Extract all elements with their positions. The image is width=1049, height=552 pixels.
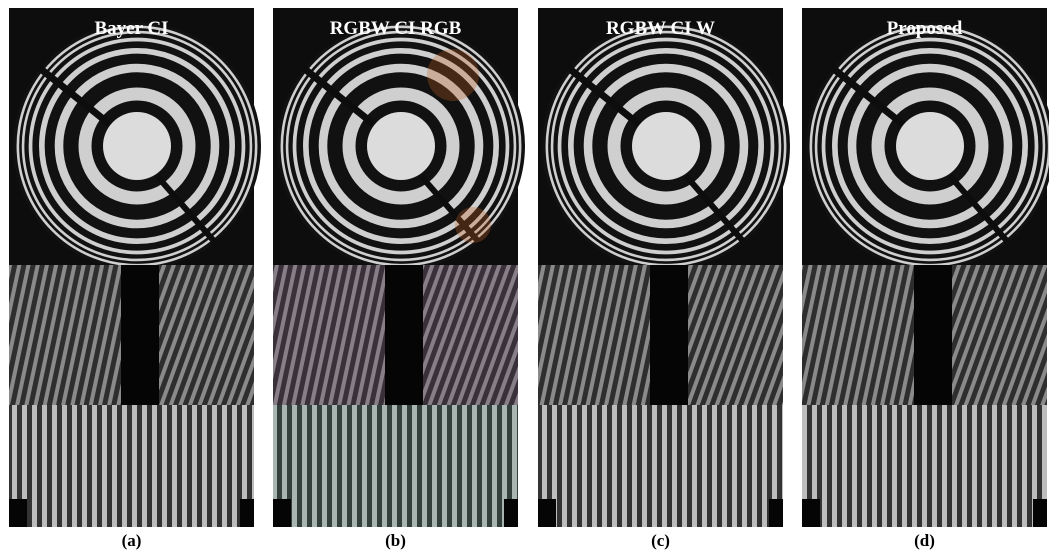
center-bar	[914, 265, 952, 405]
center-disk	[367, 112, 435, 180]
center-disk	[632, 112, 700, 180]
diagonal-stripes	[9, 265, 132, 405]
diagonal-stripes	[538, 265, 661, 405]
panel-caption: (a)	[122, 531, 142, 550]
figure: Bayer CI (a) RGBW CI RGB (b) RGBW CI W (c) Pro…	[0, 0, 1049, 552]
center-bar	[650, 265, 688, 405]
corner-block	[538, 499, 556, 527]
panel-caption: (d)	[914, 531, 935, 550]
corner-block	[240, 499, 254, 527]
center-bar	[385, 265, 423, 405]
panel: Bayer CI (a)	[9, 8, 261, 550]
vertical-stripes	[802, 405, 1047, 527]
center-bar	[121, 265, 159, 405]
vertical-stripes	[9, 405, 254, 527]
diagonal-stripes	[802, 265, 925, 405]
color-artifact	[427, 49, 479, 101]
color-artifact	[455, 207, 491, 243]
corner-block	[273, 499, 291, 527]
panel-title: Bayer CI	[94, 18, 168, 39]
center-disk	[896, 112, 964, 180]
color-tint	[273, 405, 518, 527]
panel-title: RGBW CI W	[606, 18, 715, 39]
center-disk	[103, 112, 171, 180]
corner-block	[1033, 499, 1047, 527]
corner-block	[802, 499, 820, 527]
panel-title: Proposed	[887, 18, 963, 39]
panel: Proposed (d)	[802, 8, 1049, 550]
corner-block	[504, 499, 518, 527]
panel: RGBW CI W (c)	[538, 8, 790, 550]
corner-block	[769, 499, 783, 527]
corner-block	[9, 499, 27, 527]
panel-caption: (b)	[385, 531, 406, 550]
panel-title: RGBW CI RGB	[330, 18, 462, 39]
panel: RGBW CI RGB (b)	[273, 8, 525, 550]
vertical-stripes	[538, 405, 783, 527]
panel-caption: (c)	[651, 531, 670, 550]
